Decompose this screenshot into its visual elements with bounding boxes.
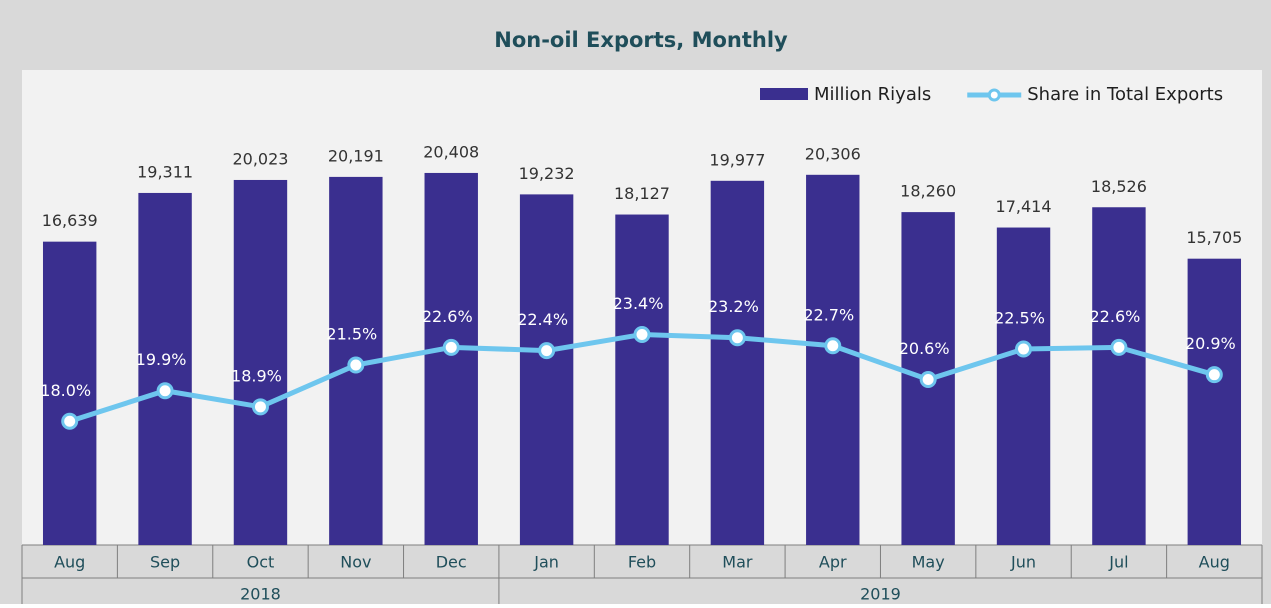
x-tick-label: Jun: [1010, 553, 1036, 572]
category-axis: [22, 545, 1262, 604]
bar-value-label: 19,977: [709, 150, 765, 169]
line-point: [61, 412, 79, 430]
x-tick-label: Sep: [150, 553, 180, 572]
line-value-label: 18.9%: [231, 366, 282, 385]
line-point: [1205, 366, 1223, 384]
bar: [138, 192, 192, 545]
line-point: [442, 338, 460, 356]
line-point: [1015, 340, 1033, 358]
line-value-label: 22.5%: [994, 308, 1045, 327]
x-tick-label: Jul: [1108, 553, 1128, 572]
bar-value-label: 19,232: [519, 164, 575, 183]
x-tick-label: May: [912, 553, 945, 572]
bar-value-label: 15,705: [1186, 228, 1242, 247]
bar: [1092, 207, 1146, 545]
legend-label: Share in Total Exports: [1027, 84, 1223, 105]
line-value-label: 22.7%: [803, 305, 854, 324]
year-label: 2018: [240, 585, 281, 604]
line-value-label: 20.6%: [899, 339, 950, 358]
line-value-label: 23.2%: [708, 297, 759, 316]
bar: [710, 180, 765, 545]
bar: [233, 179, 288, 545]
legend-swatch: [987, 88, 1001, 102]
x-tick-label: Nov: [340, 553, 371, 572]
x-tick-label: Dec: [436, 553, 467, 572]
bar-value-label: 20,023: [232, 149, 288, 168]
line-point: [538, 342, 556, 360]
bar-value-label: 20,408: [423, 142, 479, 161]
chart-title: Non-oil Exports, Monthly: [494, 28, 788, 52]
bar-value-label: 17,414: [996, 197, 1052, 216]
bar-value-label: 19,311: [137, 162, 193, 181]
x-tick-label: Apr: [819, 553, 847, 572]
line-point: [347, 356, 365, 374]
bar: [42, 241, 97, 545]
line-value-label: 21.5%: [326, 325, 377, 344]
line-point: [633, 326, 651, 344]
x-tick-label: Mar: [722, 553, 753, 572]
line-value-label: 22.4%: [517, 310, 568, 329]
bar-value-label: 18,260: [900, 182, 956, 201]
bar: [1187, 258, 1242, 545]
bar-value-label: 20,306: [805, 144, 861, 163]
x-tick-label: Aug: [1199, 553, 1230, 572]
line-point: [728, 329, 746, 347]
bar-value-label: 20,191: [328, 146, 384, 165]
x-tick-label: Aug: [54, 553, 85, 572]
x-tick-label: Feb: [628, 553, 656, 572]
line-point: [824, 337, 842, 355]
line-value-label: 22.6%: [1090, 307, 1141, 326]
bar: [806, 174, 860, 545]
line-value-label: 18.0%: [40, 381, 91, 400]
legend-label: Million Riyals: [814, 84, 931, 105]
legend-swatch: [760, 88, 808, 100]
bar: [615, 214, 669, 545]
x-tick-label: Oct: [247, 553, 275, 572]
line-value-label: 22.6%: [422, 307, 473, 326]
bar-value-label: 18,127: [614, 184, 670, 203]
line-value-label: 20.9%: [1185, 334, 1236, 353]
line-value-label: 23.4%: [613, 294, 664, 313]
line-point: [251, 398, 269, 416]
line-value-label: 19.9%: [136, 350, 187, 369]
bar-value-label: 18,526: [1091, 177, 1147, 196]
line-point: [919, 371, 937, 389]
x-tick-label: Jan: [533, 553, 559, 572]
line-point: [156, 382, 174, 400]
bar: [424, 172, 478, 545]
bar-value-label: 16,639: [42, 211, 98, 230]
year-label: 2019: [860, 585, 901, 604]
line-point: [1110, 338, 1128, 356]
bar: [996, 227, 1051, 545]
bar: [519, 194, 574, 545]
